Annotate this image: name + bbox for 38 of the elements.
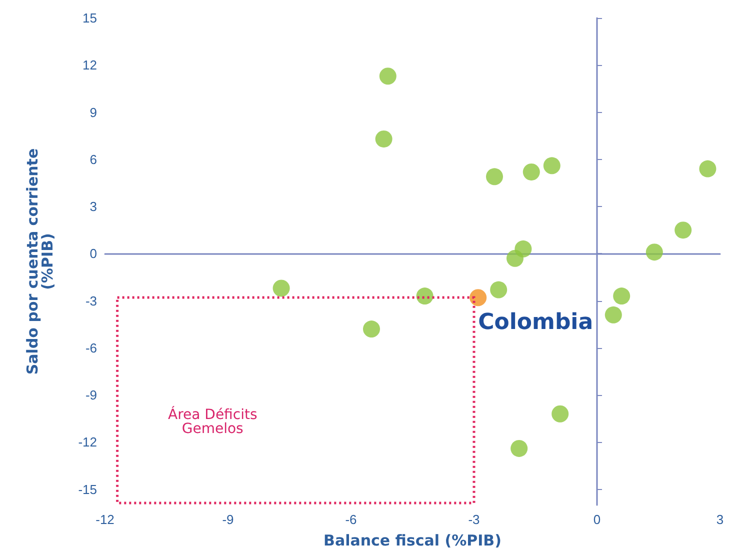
point	[416, 288, 434, 305]
point	[604, 306, 622, 324]
point	[470, 289, 487, 306]
point	[674, 222, 692, 239]
y-tick-label: 12	[82, 58, 97, 73]
y-tick-label: 3	[90, 199, 97, 214]
y-axis-title: Saldo por cuenta corriente (%PIB)	[24, 148, 56, 375]
point	[375, 130, 392, 148]
point	[699, 160, 716, 178]
y-tick-label: -15	[78, 482, 97, 497]
point	[522, 163, 540, 180]
point	[514, 240, 532, 258]
point	[552, 405, 569, 422]
y-tick-label: -6	[85, 340, 97, 356]
y-tick-label: -3	[85, 293, 97, 308]
point	[363, 320, 380, 338]
x-tick-label: 0	[593, 512, 601, 527]
y-tick-label: 15	[82, 10, 97, 26]
x-tick-label: -3	[468, 512, 480, 527]
y-tick-label: 9	[90, 104, 97, 120]
point	[646, 244, 663, 261]
annotation: Área Déficits Gemelos	[168, 406, 258, 438]
y-tick-label: 0	[90, 246, 97, 262]
point	[272, 280, 290, 297]
x-tick-label: -6	[345, 512, 357, 527]
point	[486, 168, 503, 186]
point	[510, 440, 528, 457]
x-tick-label: 3	[716, 512, 724, 527]
point	[379, 68, 396, 85]
point	[543, 157, 560, 174]
x-axis-title: Balance fiscal (%PIB)	[324, 532, 502, 550]
x-tick-label: -9	[222, 512, 234, 527]
y-tick-label: -9	[85, 388, 97, 403]
point	[613, 288, 630, 305]
point	[490, 281, 508, 298]
y-tick-label: -12	[78, 434, 97, 450]
annotation: Colombia	[478, 310, 594, 336]
y-tick-label: 6	[90, 152, 97, 167]
